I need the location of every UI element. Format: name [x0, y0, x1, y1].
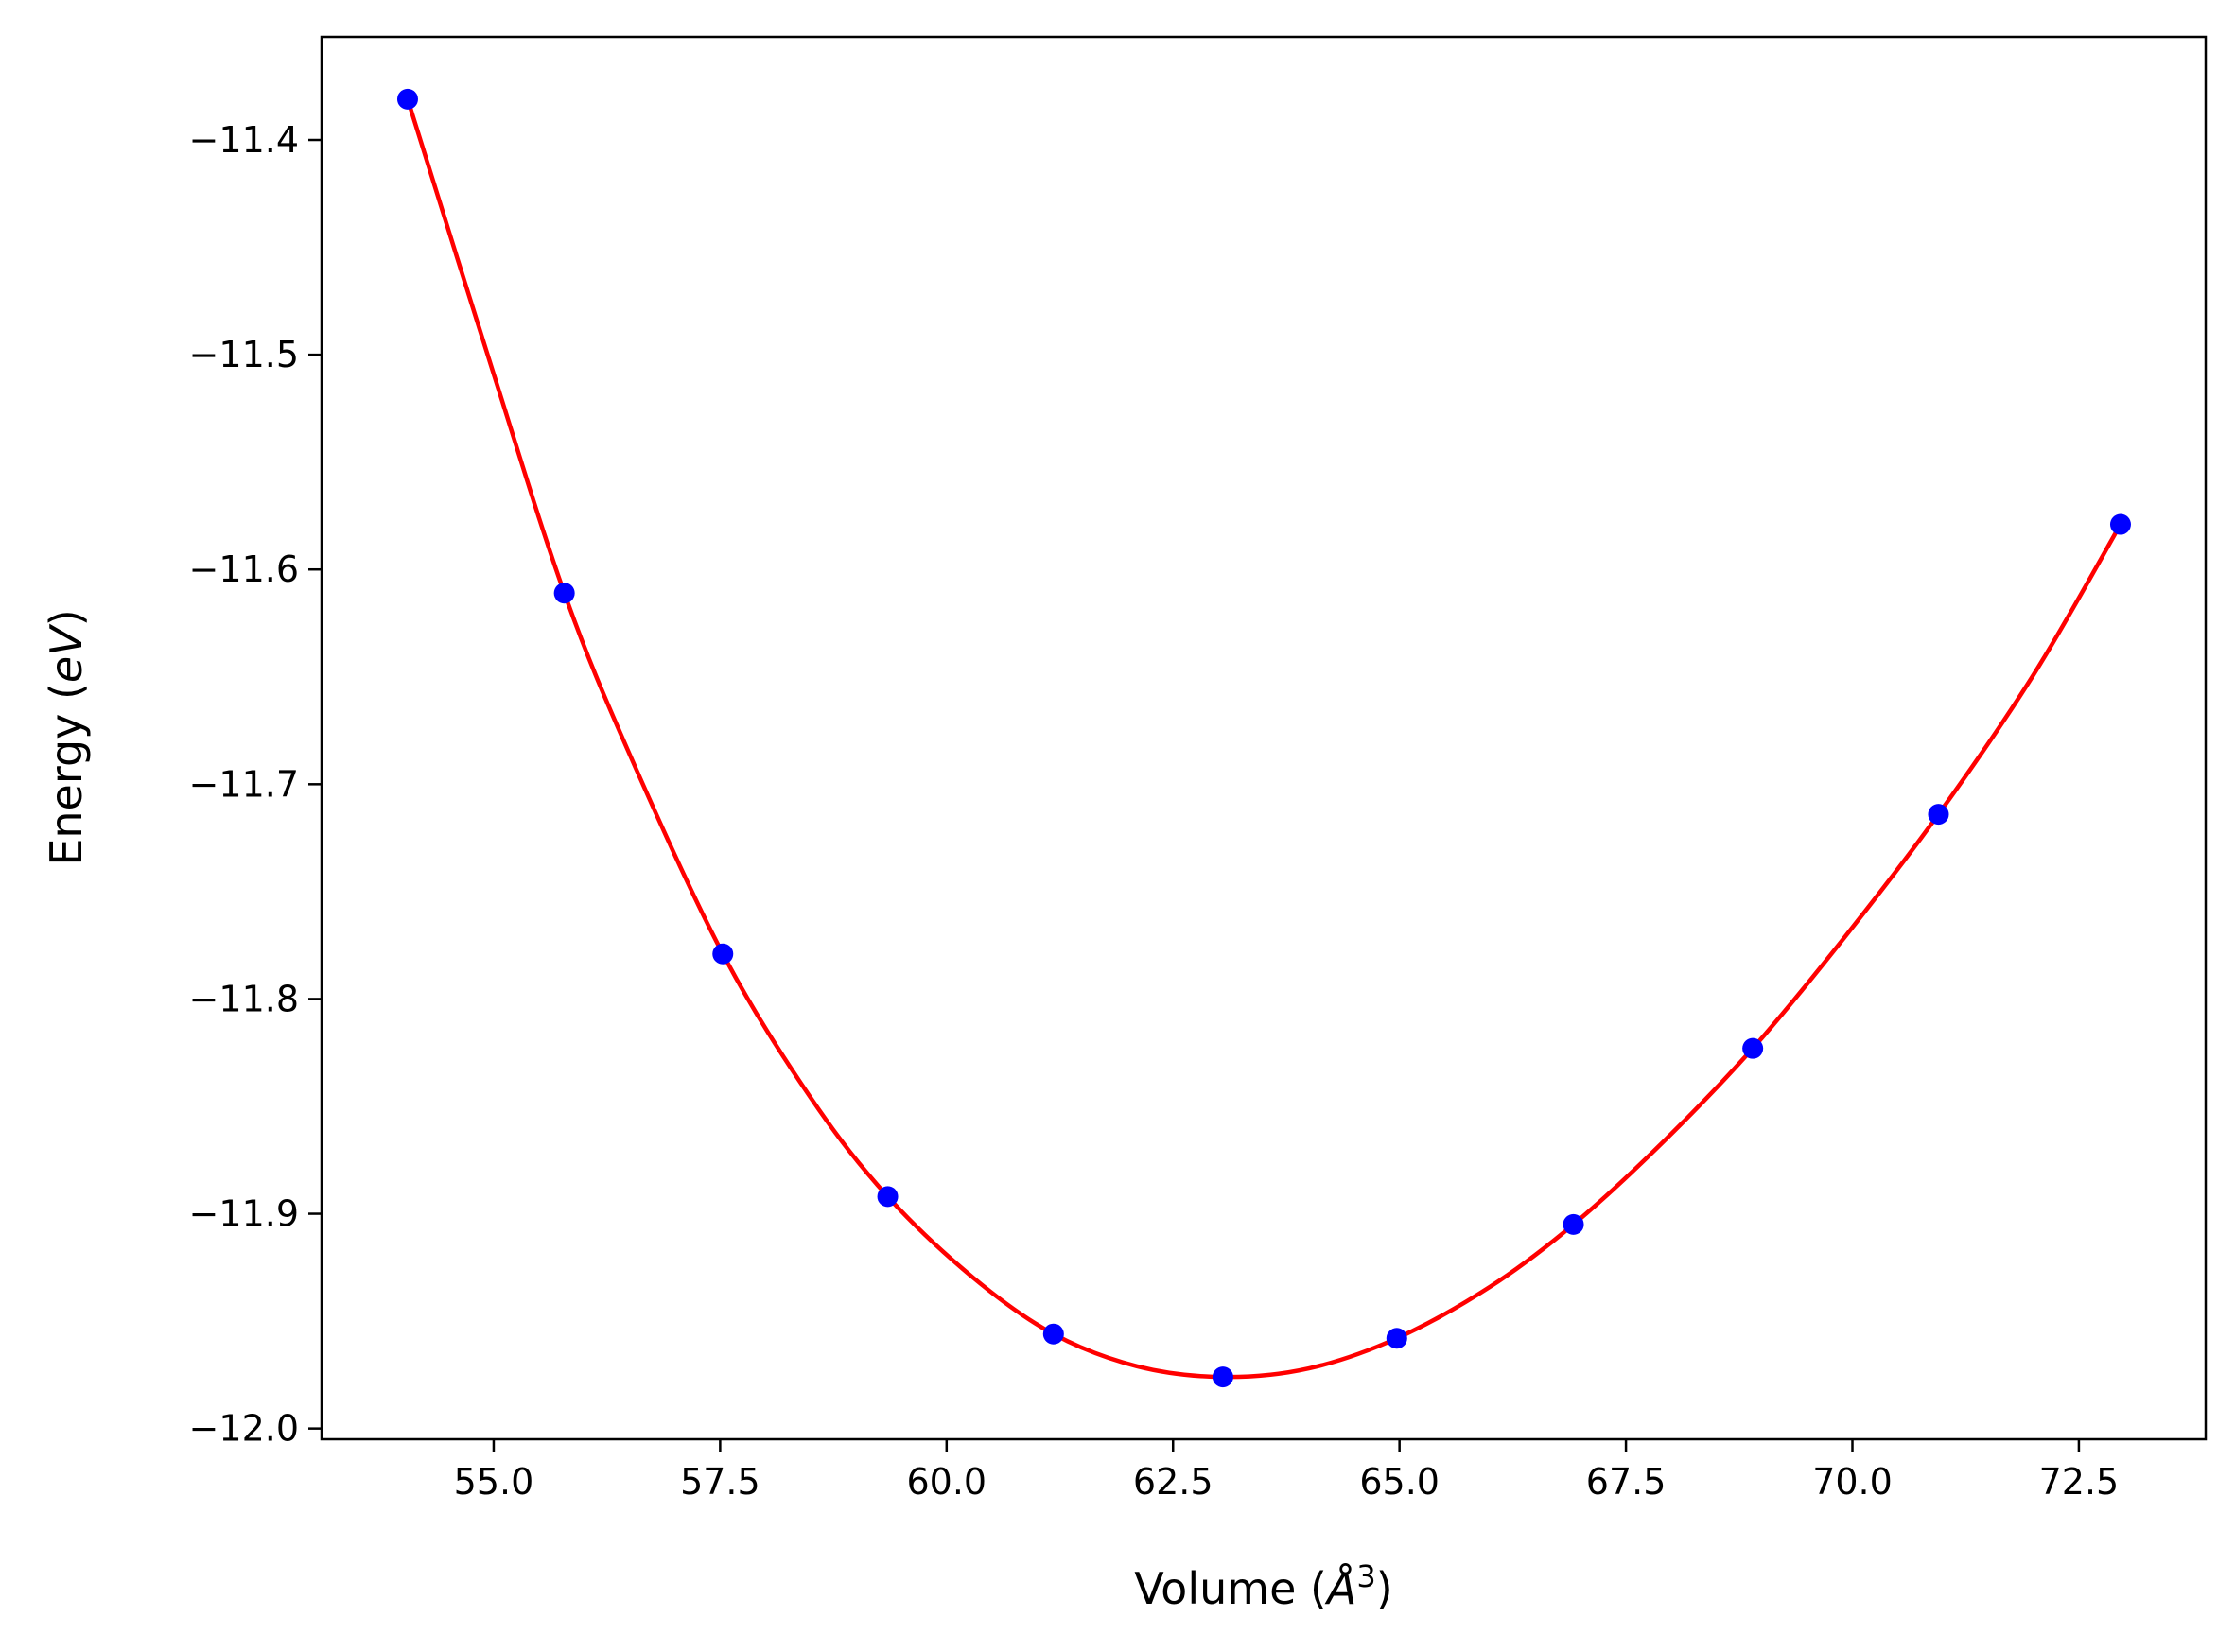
y-tick-label: −11.8 — [189, 978, 299, 1019]
y-axis-label-close: ) — [41, 609, 92, 626]
y-tick-label: −12.0 — [189, 1408, 299, 1450]
y-axis-label-unit: eV — [41, 623, 92, 683]
x-tick-label: 60.0 — [907, 1461, 987, 1503]
x-tick-label: 62.5 — [1133, 1461, 1214, 1503]
y-axis-label-text: Energy ( — [41, 683, 92, 866]
x-axis-label-unit: Å — [1324, 1563, 1356, 1614]
data-point — [877, 1186, 899, 1208]
x-axis-label-exponent: 3 — [1356, 1558, 1375, 1594]
plot-area — [396, 88, 2131, 1388]
y-tick-label: −11.7 — [189, 763, 299, 805]
x-tick-label: 65.0 — [1359, 1461, 1440, 1503]
y-tick-label: −11.4 — [189, 119, 299, 161]
data-point — [1042, 1323, 1064, 1345]
data-point — [1386, 1328, 1407, 1349]
data-point — [1928, 804, 1949, 826]
x-tick-label: 70.0 — [1812, 1461, 1893, 1503]
plot-frame — [320, 35, 2208, 1441]
data-point — [1212, 1366, 1233, 1388]
x-tick-label: 67.5 — [1586, 1461, 1667, 1503]
y-axis-label: Energy (eV) — [41, 609, 92, 865]
data-point — [1563, 1213, 1584, 1235]
data-point — [396, 88, 418, 110]
data-point — [2109, 513, 2131, 535]
x-tick-label: 57.5 — [680, 1461, 760, 1503]
y-tick-label: −11.9 — [189, 1193, 299, 1235]
y-axis-ticks: −11.4 −11.5 −11.6 −11.7 −11.8 −11.9 −12.0 — [189, 119, 322, 1450]
x-tick-label: 55.0 — [454, 1461, 534, 1503]
data-point — [553, 583, 575, 604]
fit-curve-line — [405, 98, 2122, 1380]
x-axis-label-close: ) — [1376, 1563, 1393, 1614]
data-point — [712, 943, 734, 965]
x-axis-ticks: 55.0 57.5 60.0 62.5 65.0 67.5 70.0 72.5 — [454, 1439, 2120, 1503]
x-axis-label: Volume (Å3) — [1134, 1558, 1392, 1614]
data-point — [1742, 1037, 1764, 1059]
y-tick-label: −11.5 — [189, 334, 299, 375]
x-axis-label-text: Volume ( — [1134, 1563, 1327, 1614]
y-tick-label: −11.6 — [189, 548, 299, 590]
x-tick-label: 72.5 — [2039, 1461, 2120, 1503]
